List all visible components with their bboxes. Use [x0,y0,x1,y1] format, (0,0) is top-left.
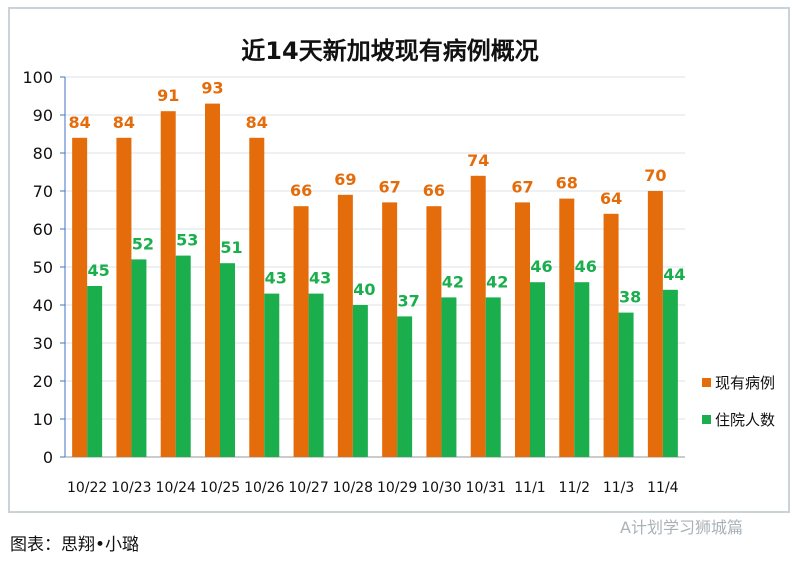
data-label: 84 [69,113,91,132]
bar-hospitalized [264,293,280,457]
bar-hospitalized [485,297,501,457]
bar-active [72,137,88,458]
y-tick-label: 30 [33,334,53,353]
x-tick-label: 10/29 [377,480,417,496]
bar-active [160,111,176,457]
bar-active [205,103,220,457]
bar-hospitalized [530,282,545,457]
data-label: 67 [379,177,401,196]
data-label: 66 [290,181,312,200]
data-label: 43 [265,269,287,288]
x-tick-label: 10/23 [111,480,151,496]
x-tick-label: 10/26 [244,480,284,496]
data-label: 66 [423,181,445,200]
bar-active [382,202,398,457]
y-tick-label: 80 [33,144,53,163]
data-label: 42 [442,272,464,291]
bar-active [293,206,309,457]
data-label: 64 [600,189,622,208]
bar-active [426,206,442,457]
bar-hospitalized [131,259,147,457]
data-label: 38 [619,288,641,307]
x-tick-label: 10/28 [333,480,373,496]
y-tick-label: 40 [33,296,53,315]
data-label: 40 [353,280,375,299]
chart-credit: 图表：思翔•小璐 [10,535,140,555]
x-tick-label: 10/30 [421,480,461,496]
bar-active [249,137,265,458]
data-label: 53 [176,231,198,250]
data-label: 51 [220,238,242,257]
legend-label: 现有病例 [715,374,775,392]
y-tick-label: 20 [33,372,53,391]
y-tick-label: 0 [43,448,53,467]
data-label: 84 [246,113,268,132]
x-tick-label: 10/27 [288,480,328,496]
data-label: 44 [663,265,685,284]
y-tick-label: 100 [22,68,53,87]
bar-hospitalized [87,286,103,457]
watermark: A计划学习狮城篇 [620,518,743,537]
x-tick-label: 11/1 [514,480,545,496]
x-tick-label: 10/25 [200,480,240,496]
bar-active [603,213,619,457]
bar-active [515,202,530,457]
bar-hospitalized [220,263,235,457]
x-tick-label: 11/3 [603,480,634,496]
y-tick-label: 70 [33,182,53,201]
legend-label: 住院人数 [715,411,775,429]
data-label: 45 [88,261,110,280]
data-label: 91 [157,86,179,105]
x-tick-label: 10/22 [67,480,107,496]
data-label: 70 [644,166,666,185]
bar-active [337,194,353,458]
data-label: 52 [132,234,154,253]
bar-hospitalized [175,255,191,457]
legend-swatch [702,378,711,387]
legend-swatch [702,415,711,424]
data-label: 74 [467,151,489,170]
bar-hospitalized [441,297,457,457]
y-tick-label: 50 [33,258,53,277]
chart-frame: 近14天新加坡现有病例概况 0 10 20 30 40 50 60 70 80 90 100 10/22… [8,7,790,513]
bar-hospitalized [662,289,678,457]
chart-title: 近14天新加坡现有病例概况 [241,37,538,65]
data-label: 37 [398,291,420,310]
bar-hospitalized [618,312,634,457]
bar-hospitalized [397,316,413,457]
bar-active [470,175,486,458]
bar-hospitalized [308,293,324,457]
data-label: 68 [556,174,578,193]
x-tick-label: 10/31 [466,480,506,496]
y-tick-label: 90 [33,106,53,125]
data-label: 67 [511,177,533,196]
y-tick-label: 10 [33,410,53,429]
data-label: 46 [530,257,552,276]
y-tick-label: 60 [33,220,53,239]
x-tick-label: 11/4 [647,480,679,496]
data-label: 43 [309,269,331,288]
bar-active [116,137,132,458]
data-label: 93 [201,79,223,98]
data-label: 84 [113,113,135,132]
bar-hospitalized [352,305,368,457]
bar-chart: 近14天新加坡现有病例概况 0 10 20 30 40 50 60 70 80 90 100 10/22… [22,37,775,496]
bar-active [559,198,575,457]
bar-active [647,191,663,457]
x-tick-label: 10/24 [156,480,196,496]
data-label: 46 [575,257,597,276]
data-label: 69 [334,170,356,189]
data-label: 42 [486,272,508,291]
x-tick-label: 11/2 [559,480,590,496]
bar-hospitalized [574,282,590,457]
